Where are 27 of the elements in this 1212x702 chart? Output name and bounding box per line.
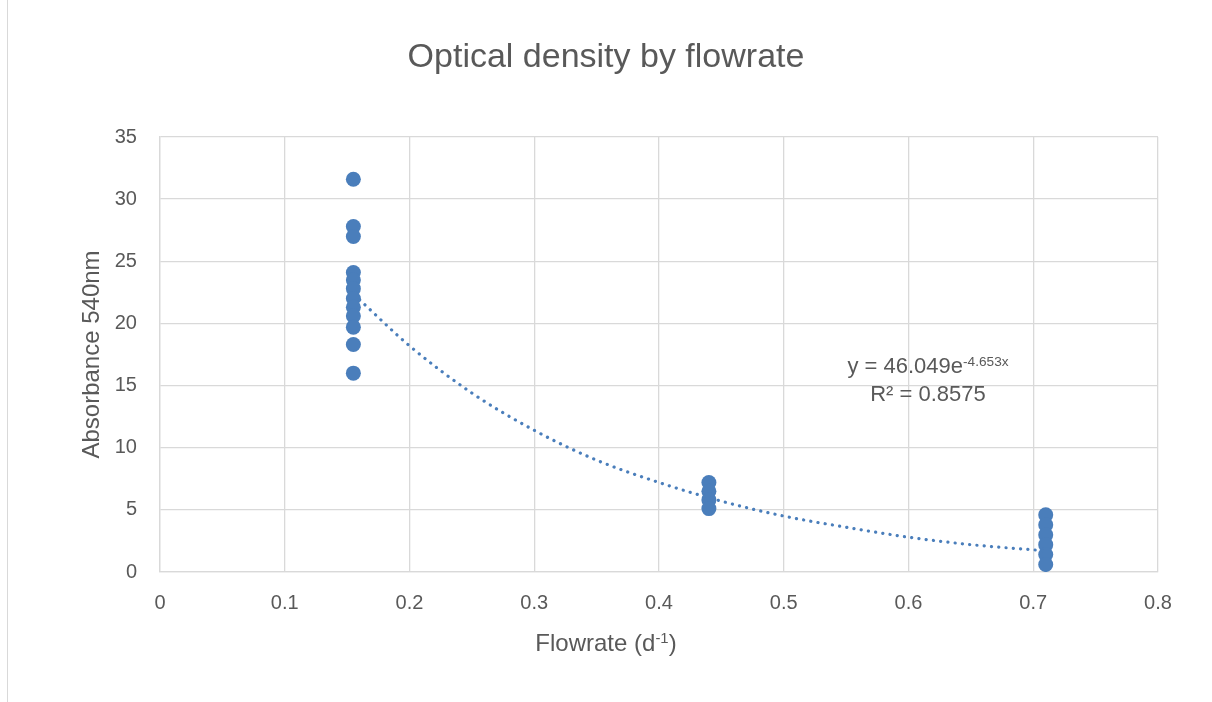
x-tick-label: 0.5 bbox=[769, 590, 798, 613]
point bbox=[345, 337, 361, 353]
y-tick-label: 5 bbox=[125, 497, 137, 520]
point bbox=[345, 319, 361, 335]
y-tick-label: 30 bbox=[114, 186, 137, 209]
x-tick-label: 0.6 bbox=[894, 590, 923, 613]
chart-title: Optical density by flowrate bbox=[406, 35, 806, 75]
point bbox=[345, 171, 361, 187]
point bbox=[1038, 557, 1054, 572]
x-axis-title: Flowrate (d$^{-1}$) bbox=[534, 629, 678, 657]
x-tick-label: 0.8 bbox=[1144, 590, 1172, 613]
y-tick-label: 0 bbox=[125, 559, 137, 582]
x-tick-label: 0.3 bbox=[520, 590, 549, 613]
y-tick-label: 25 bbox=[114, 248, 137, 271]
point bbox=[345, 365, 361, 381]
x-tick-label: 0.4 bbox=[645, 590, 673, 613]
x-tick-label: 0.2 bbox=[395, 590, 424, 613]
y-axis-title: Absorbance 540nm bbox=[77, 250, 105, 459]
x-tick-label: 0.1 bbox=[270, 590, 299, 613]
y-tick-label: 15 bbox=[114, 373, 137, 396]
annotation: R² = 0.8575 bbox=[869, 381, 987, 407]
x-tick-label: 0.7 bbox=[1019, 590, 1048, 613]
annotation: y = 46.049e$^{-4.653x}$ bbox=[846, 353, 1010, 379]
y-tick-label: 10 bbox=[114, 435, 137, 458]
y-tick-label: 35 bbox=[114, 124, 137, 147]
y-tick-label: 20 bbox=[114, 310, 137, 333]
x-tick-label: 0 bbox=[154, 590, 166, 613]
